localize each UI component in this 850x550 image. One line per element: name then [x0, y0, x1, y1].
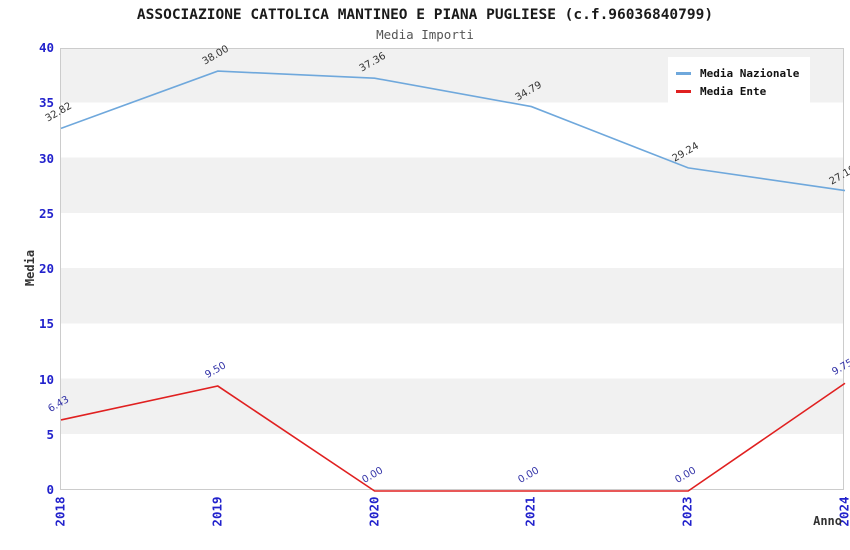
x-tick-label: 2021 [522, 496, 538, 527]
y-tick-label: 40 [38, 40, 54, 55]
x-tick-label: 2019 [209, 496, 225, 527]
chart-subtitle: Media Importi [376, 27, 474, 42]
series-line-1 [60, 382, 846, 492]
x-axis-title: Anno [813, 514, 842, 528]
legend: Media Nazionale Media Ente [668, 57, 810, 106]
legend-label: Media Ente [700, 84, 767, 98]
legend-label: Media Nazionale [700, 66, 800, 80]
plot-area: 32.82 38.00 37.36 34.79 29.24 27.19 6.43 9.50 0.… [44, 44, 850, 492]
series-svg [60, 70, 846, 492]
legend-item-1: Media Ente [676, 83, 800, 99]
y-tick-label: 35 [38, 95, 54, 111]
y-tick-label: 20 [38, 261, 54, 276]
x-tick-label: 2023 [679, 496, 695, 527]
legend-line-icon [676, 71, 691, 75]
y-tick-label: 15 [38, 316, 54, 332]
legend-item-0: Media Nazionale [676, 65, 800, 81]
x-tick-label: 2018 [52, 496, 68, 527]
series-line-0 [60, 70, 846, 192]
chart-title: ASSOCIAZIONE CATTOLICA MANTINEO E PIANA … [136, 7, 714, 23]
y-tick-label: 30 [38, 150, 54, 166]
y-tick-label: 0 [46, 482, 54, 497]
y-axis-title: Media [23, 249, 37, 287]
y-tick-label: 10 [38, 371, 54, 387]
x-tick-label: 2020 [366, 496, 382, 527]
y-tick-label: 5 [46, 426, 54, 442]
y-tick-label: 25 [38, 205, 54, 221]
legend-line-icon [676, 89, 691, 93]
